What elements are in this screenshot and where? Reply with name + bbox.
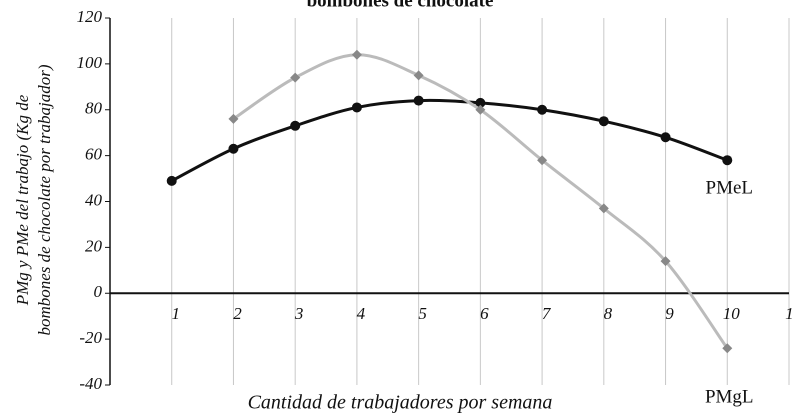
y-tick-label: -20: [79, 328, 102, 347]
point: [351, 49, 362, 60]
point: [722, 155, 733, 166]
y-axis-label: PMg y PMe del trabajo (Kg de bombones de…: [13, 64, 54, 335]
y-tick-label: 80: [85, 99, 103, 118]
y-tick-label: -40: [79, 374, 102, 393]
point: [475, 97, 486, 108]
point: [166, 175, 177, 186]
y-tick-label: 60: [85, 145, 103, 164]
point: [351, 102, 362, 113]
series-line: [232, 53, 729, 350]
point: [228, 143, 239, 154]
point: [722, 343, 733, 354]
x-tick-label: 9: [665, 304, 674, 323]
x-tick-label: 1: [171, 304, 180, 323]
x-tick-label: 8: [604, 304, 613, 323]
point: [660, 256, 671, 267]
point: [598, 203, 609, 214]
x-tick-label: 10: [723, 304, 741, 323]
x-tick-label: 7: [542, 304, 552, 323]
point: [228, 113, 239, 124]
point: [537, 155, 548, 166]
series-label: PMeL: [706, 178, 754, 199]
y-tick-label: 0: [94, 282, 103, 301]
y-axis-label-line: bombones de chocolate por trabajador): [35, 64, 54, 335]
series-line: [171, 98, 728, 183]
point: [537, 104, 548, 115]
x-tick-label: 5: [418, 304, 427, 323]
chart-title: bombones de chocolate: [307, 0, 494, 11]
point: [475, 104, 486, 115]
point: [413, 95, 424, 106]
y-tick-label: 100: [77, 53, 103, 72]
point: [413, 70, 424, 81]
point: [660, 132, 671, 143]
series-label: PMgL: [705, 387, 754, 408]
y-axis-label-line: PMg y PMe del trabajo (Kg de: [13, 94, 32, 306]
y-tick-label: 20: [85, 236, 103, 255]
y-tick-label: 40: [85, 190, 103, 209]
x-tick-label: 3: [294, 304, 304, 323]
point: [290, 72, 301, 83]
x-tick-label: 6: [480, 304, 489, 323]
x-tick-label: 4: [357, 304, 366, 323]
x-axis-label: Cantidad de trabajadores por semana: [248, 392, 553, 414]
point: [290, 120, 301, 131]
y-tick-label: 120: [77, 7, 103, 26]
point: [598, 116, 609, 127]
x-tick-label: 2: [233, 304, 242, 323]
x-tick-label: 11: [785, 304, 792, 323]
